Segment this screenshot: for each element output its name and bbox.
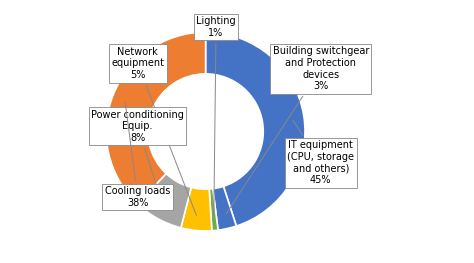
Wedge shape <box>206 32 305 226</box>
Text: Building switchgear
and Protection
devices
3%: Building switchgear and Protection devic… <box>226 46 369 214</box>
Text: IT equipment
(CPU, storage
and others)
45%: IT equipment (CPU, storage and others) 4… <box>287 120 354 185</box>
Wedge shape <box>181 187 212 231</box>
Wedge shape <box>213 186 237 230</box>
Wedge shape <box>137 174 191 228</box>
Wedge shape <box>209 189 218 231</box>
Text: Cooling loads
38%: Cooling loads 38% <box>105 102 170 208</box>
Text: Lighting
1%: Lighting 1% <box>196 16 236 215</box>
Text: Power conditioning
Equip.
8%: Power conditioning Equip. 8% <box>91 110 184 205</box>
Text: Network
equipment
5%: Network equipment 5% <box>111 47 196 215</box>
Wedge shape <box>106 32 206 204</box>
